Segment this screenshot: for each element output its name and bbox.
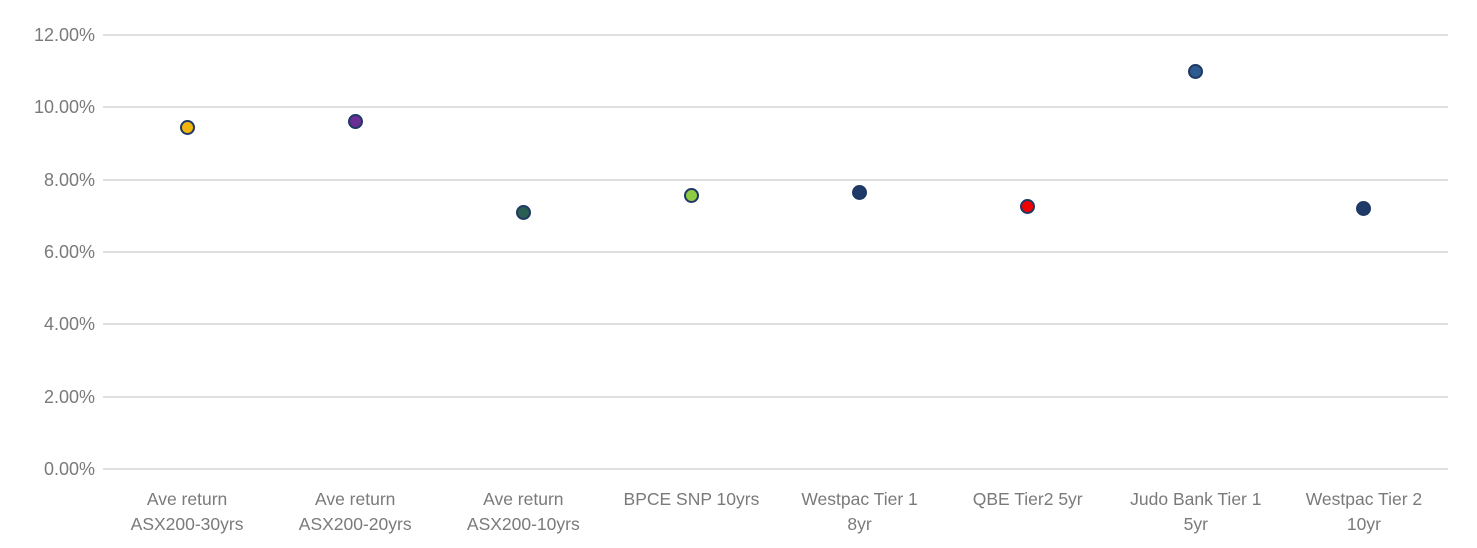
- x-label-line: ASX200-20yrs: [298, 514, 412, 534]
- x-category-label: Westpac Tier 1 8yr: [770, 487, 950, 537]
- x-label-line: 8yr: [847, 514, 872, 534]
- gridline: [103, 34, 1448, 36]
- gridline: [103, 106, 1448, 109]
- y-tick-label: 10.00%: [33, 97, 95, 118]
- x-label-line: Ave return: [314, 489, 396, 509]
- x-label-line: Westpac Tier 1: [801, 489, 918, 509]
- data-point: [1356, 201, 1372, 217]
- data-point: [1188, 63, 1204, 79]
- data-point: [347, 114, 363, 130]
- gridline: [103, 395, 1448, 398]
- x-label-line: Ave return: [146, 489, 228, 509]
- x-label-line: Ave return: [483, 489, 564, 509]
- y-tick-label: 12.00%: [33, 25, 95, 45]
- y-tick-label: 8.00%: [43, 169, 95, 190]
- x-category-label: Ave return ASX200-30yrs: [97, 487, 277, 537]
- data-point: [515, 204, 531, 220]
- x-label-line: ASX200-10yrs: [466, 514, 580, 534]
- x-label-line: QBE Tier2 5yr: [972, 489, 1083, 509]
- y-tick-label: 4.00%: [43, 314, 95, 335]
- y-tick-label: 6.00%: [43, 242, 95, 262]
- gridline: [103, 251, 1448, 253]
- x-category-label: Judo Bank Tier 1 5yr: [1106, 487, 1286, 537]
- data-point: [179, 119, 195, 135]
- x-category-label: QBE Tier2 5yr: [938, 487, 1118, 512]
- x-category-label: Ave return ASX200-10yrs: [433, 487, 613, 537]
- y-tick-label: 0.00%: [43, 459, 95, 479]
- gridline: [103, 468, 1448, 470]
- gridline: [103, 178, 1448, 181]
- x-label-line: 5yr: [1183, 514, 1208, 534]
- x-label-line: ASX200-30yrs: [130, 514, 244, 534]
- x-category-label: BPCE SNP 10yrs: [601, 487, 781, 512]
- y-tick-label: 2.00%: [43, 386, 95, 407]
- data-point: [852, 184, 868, 200]
- gridline: [103, 323, 1448, 326]
- x-label-line: Westpac Tier 2: [1305, 489, 1423, 509]
- x-category-label: Westpac Tier 2 10yr: [1274, 487, 1454, 537]
- data-point: [683, 188, 699, 204]
- x-label-line: Judo Bank Tier 1: [1130, 489, 1262, 509]
- x-category-label: Ave return ASX200-20yrs: [265, 487, 445, 537]
- x-label-line: BPCE SNP 10yrs: [623, 489, 760, 509]
- data-point: [1020, 199, 1036, 215]
- x-label-line: 10yr: [1346, 514, 1381, 534]
